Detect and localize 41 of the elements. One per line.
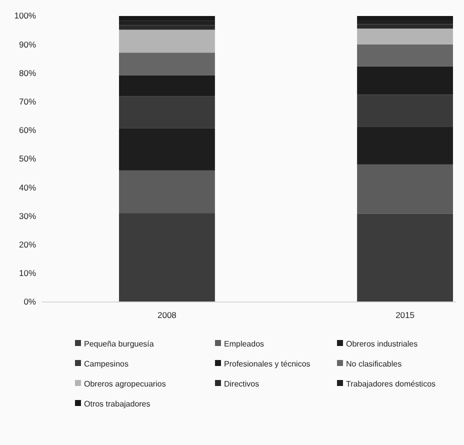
bar xyxy=(119,30,215,53)
x-tick-label: 2008 xyxy=(158,310,177,320)
bar xyxy=(357,24,453,29)
legend-label: Otros trabajadores xyxy=(84,400,150,409)
legend-label: Trabajadores domésticos xyxy=(346,380,436,389)
bar xyxy=(357,16,453,20)
x-tick-label: 2015 xyxy=(396,310,415,320)
bar xyxy=(357,28,453,44)
bar xyxy=(357,44,453,66)
bar xyxy=(119,75,215,96)
bar xyxy=(119,170,215,214)
y-tick-label: 60% xyxy=(18,125,36,136)
bar xyxy=(119,52,215,76)
legend-label: No clasificables xyxy=(346,360,402,369)
legend-label: Profesionales y técnicos xyxy=(224,360,310,369)
y-tick-label: 50% xyxy=(18,154,36,164)
legend-label: Directivos xyxy=(224,380,260,389)
y-tick-label: 10% xyxy=(18,268,36,278)
bar xyxy=(357,214,453,302)
legend-label: Pequeña burguesía xyxy=(84,340,154,349)
y-tick-label: 0% xyxy=(24,296,36,307)
y-tick-label: 100% xyxy=(14,10,36,21)
y-tick-label: 40% xyxy=(18,182,36,192)
legend-label: Empleados xyxy=(224,340,264,349)
bar xyxy=(357,66,453,95)
y-tick-label: 30% xyxy=(18,210,36,221)
bar xyxy=(119,213,215,302)
legend-label: Obreros agropecuarios xyxy=(84,380,166,389)
bar xyxy=(119,128,215,170)
bar xyxy=(119,96,215,128)
y-tick-label: 20% xyxy=(18,240,36,250)
bar xyxy=(357,20,453,24)
y-tick-label: 80% xyxy=(18,68,36,78)
bar xyxy=(357,94,453,127)
bar xyxy=(357,164,453,214)
bar xyxy=(357,126,453,164)
bar xyxy=(119,16,215,21)
legend-label: Obreros industriales xyxy=(346,340,418,349)
y-tick-label: 70% xyxy=(18,96,36,107)
legend-label: Campesinos xyxy=(84,360,128,369)
y-tick-label: 90% xyxy=(18,39,36,50)
